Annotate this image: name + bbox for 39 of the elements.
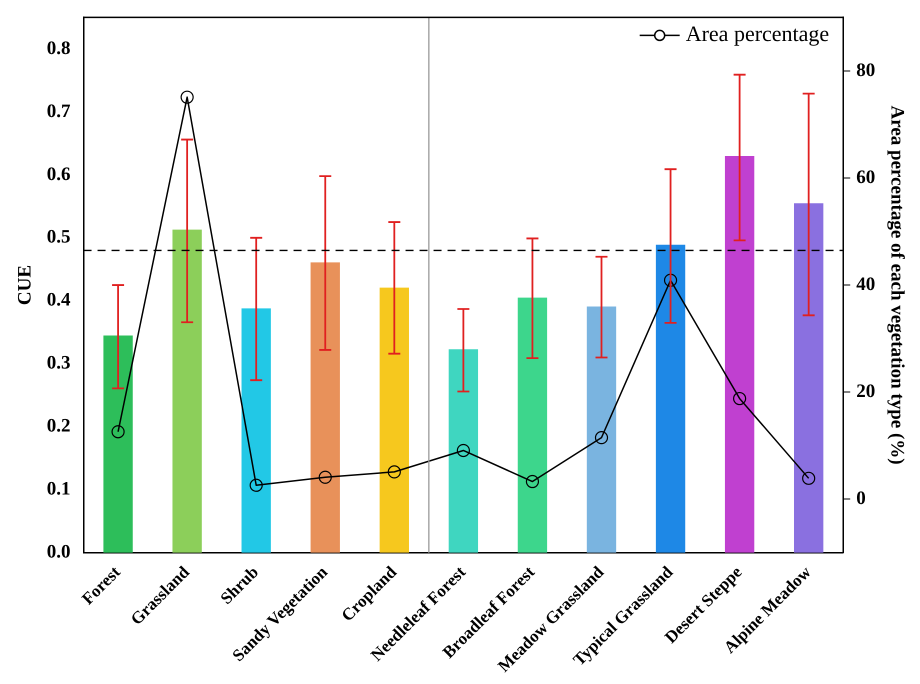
y2-tick-label: 40 [856, 274, 876, 295]
y-tick-label: 0.3 [46, 352, 71, 374]
point [664, 274, 678, 287]
point [318, 470, 332, 484]
legend-label: Area percentage [686, 21, 830, 46]
y-tick-label: 0.6 [46, 164, 71, 185]
point [388, 465, 401, 478]
bar [380, 288, 409, 553]
y-tick-label: 0.0 [46, 542, 71, 563]
bar [656, 244, 686, 553]
y-tick-label: 0.4 [46, 290, 72, 311]
y-tick-label: 0.8 [46, 38, 71, 59]
bar [794, 203, 824, 553]
y-tick-label: 0.2 [46, 416, 71, 437]
point [250, 478, 263, 492]
bar [586, 306, 616, 553]
point [802, 472, 816, 485]
y-tick-label: 0.5 [46, 226, 71, 248]
bar [448, 349, 478, 553]
point [594, 431, 608, 444]
y2-tick-label: 60 [856, 166, 876, 188]
y-tick-label: 0.1 [46, 478, 71, 500]
y2-tick-label: 80 [856, 60, 876, 81]
bar [724, 156, 754, 553]
y2-tick-label: 0 [856, 488, 866, 510]
y-axis-title: CUE [14, 265, 36, 306]
y2-tick-label: 20 [856, 381, 876, 402]
bar [242, 308, 271, 553]
bar [310, 262, 340, 553]
point [733, 392, 746, 406]
bar [518, 298, 548, 553]
point [180, 90, 194, 104]
y-tick-label: 0.7 [46, 100, 72, 122]
point [456, 444, 470, 458]
point [526, 474, 540, 488]
point [111, 425, 125, 438]
bar [172, 230, 202, 553]
y2-axis-title: Area percentage of each vegetation type (%) [886, 105, 908, 465]
bar [103, 335, 133, 553]
